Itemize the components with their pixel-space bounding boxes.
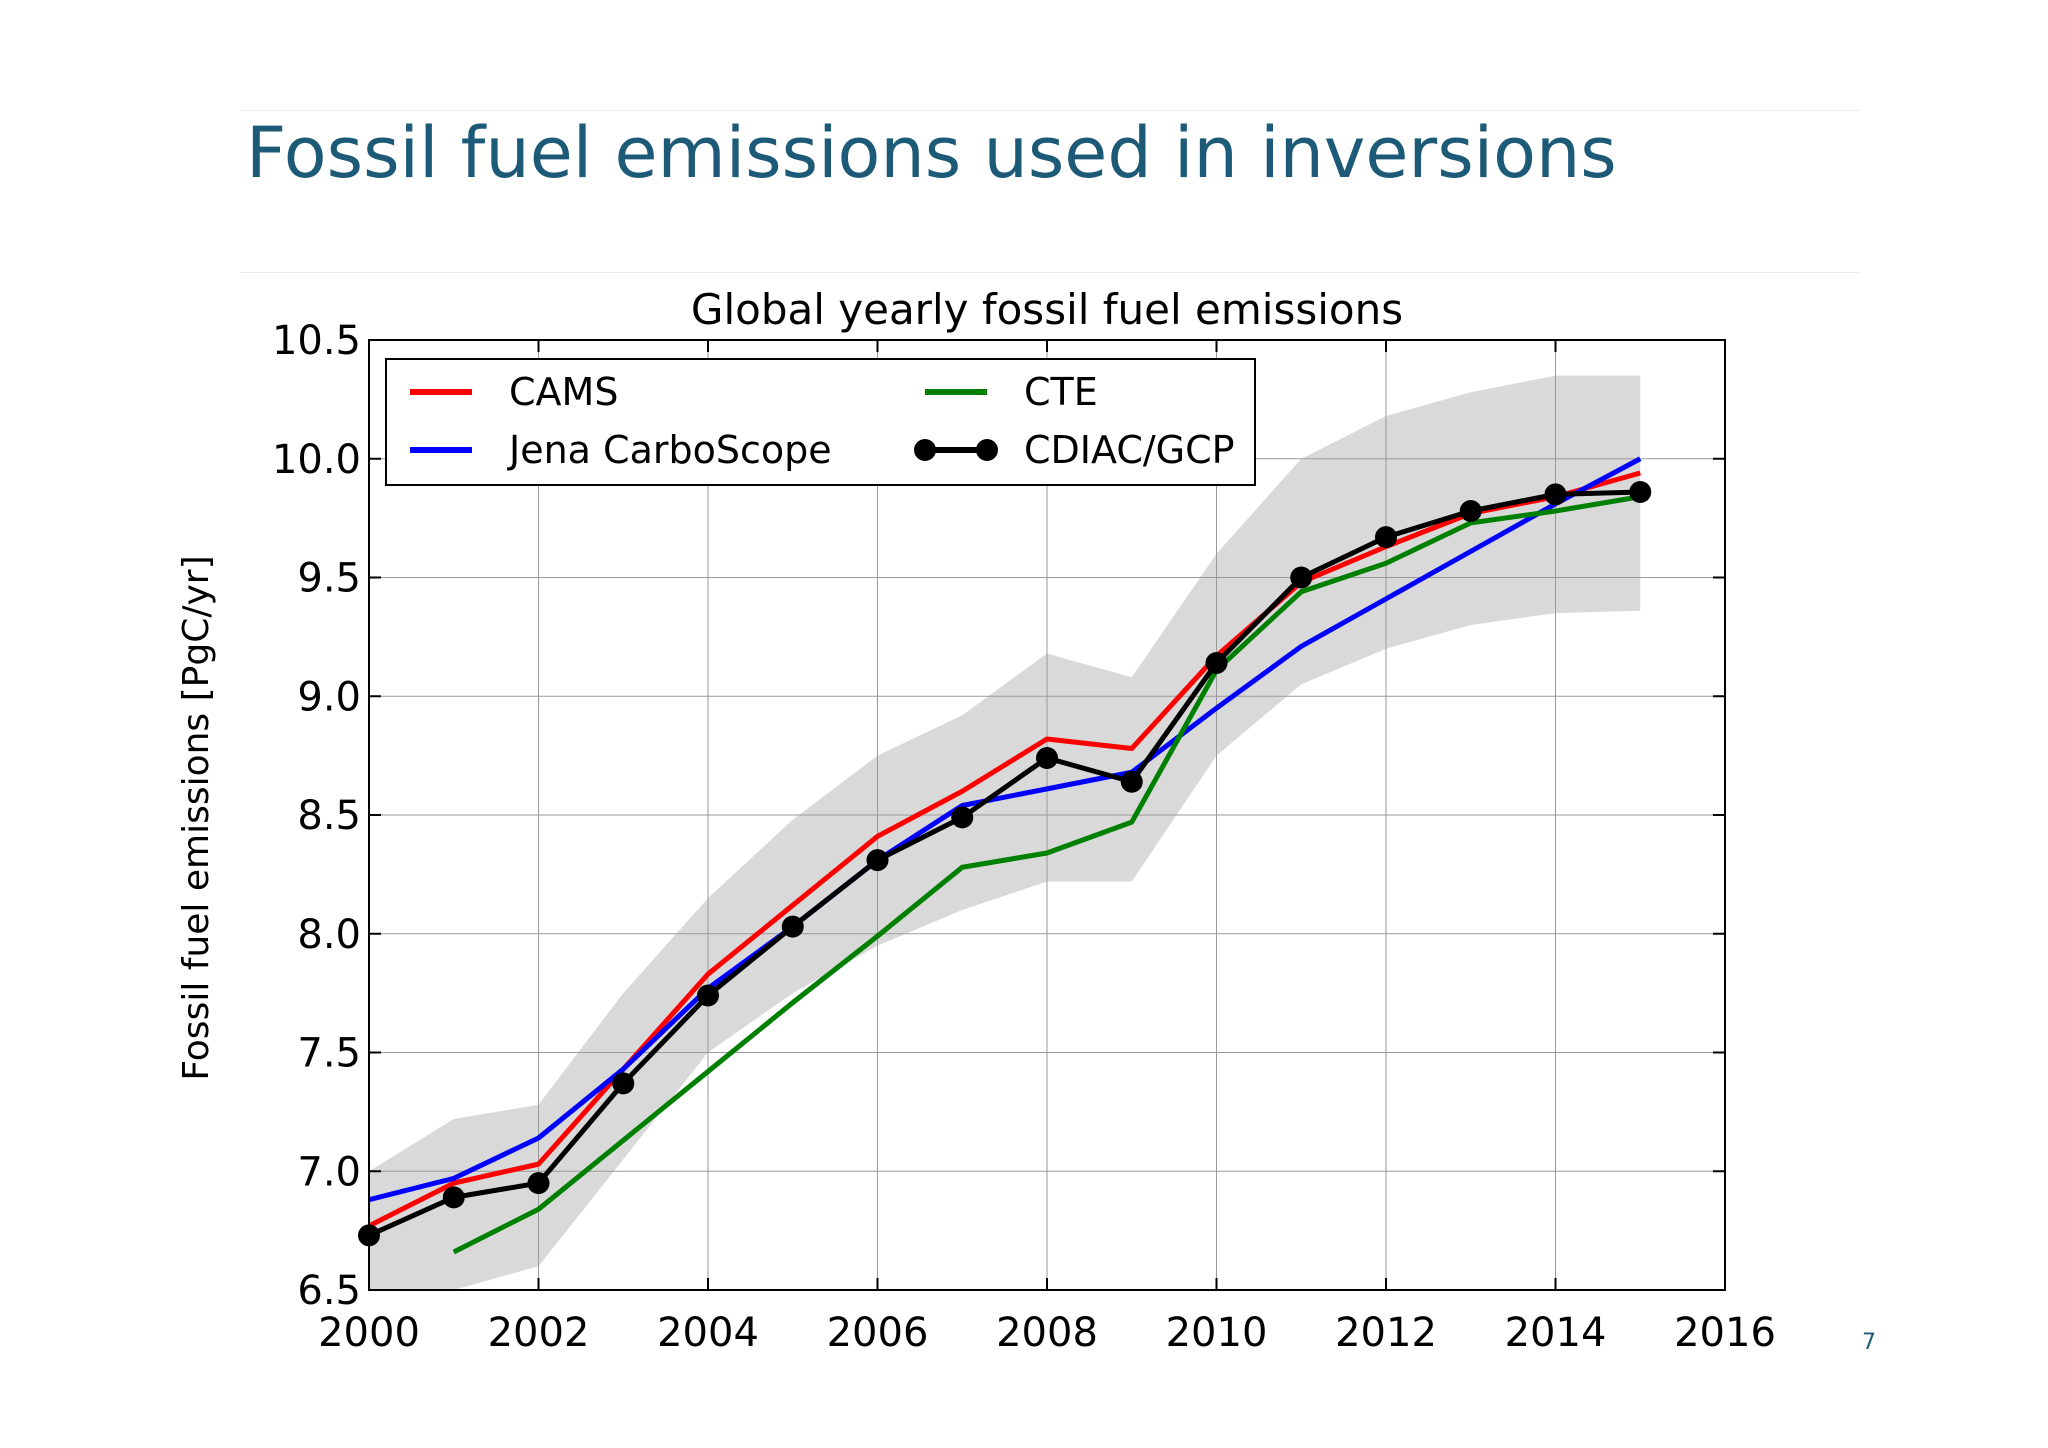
slide-title: Fossil fuel emissions used in inversions [246, 112, 1617, 194]
y-tick-label-2: 7.5 [297, 1031, 361, 1077]
legend-marker-cdiac-gcp-a [914, 439, 936, 461]
uncertainty-band-layer [369, 375, 1641, 1290]
x-tick-label-5: 2010 [1166, 1310, 1268, 1356]
y-tick-label-7: 10.0 [272, 437, 361, 483]
y-axis-label: Fossil fuel emissions [PgC/yr] [176, 555, 217, 1080]
data-point-2000 [358, 1224, 380, 1247]
legend-label-cams: CAMS [509, 370, 618, 414]
x-tick-label-4: 2008 [996, 1310, 1098, 1356]
data-point-2013 [1459, 500, 1482, 522]
data-point-2010 [1205, 652, 1228, 674]
y-tick-label-0: 6.5 [297, 1268, 361, 1314]
x-tick-label-2: 2004 [657, 1310, 759, 1356]
page-number: 7 [1862, 1330, 1876, 1355]
legend-box [385, 358, 1256, 486]
x-tick-label-6: 2012 [1335, 1310, 1437, 1356]
legend-label-cdiac-gcp: CDIAC/GCP [1024, 428, 1235, 472]
series-line-jena-carboscope [369, 456, 1642, 1203]
data-point-2011 [1290, 566, 1313, 589]
y-tick-label-5: 9.0 [297, 674, 361, 720]
data-point-2007 [951, 806, 974, 829]
data-point-2004 [697, 984, 719, 1007]
data-point-2003 [612, 1072, 635, 1095]
y-tick-label-6: 9.5 [297, 556, 361, 602]
legend-marker-cdiac-gcp-b [976, 439, 998, 461]
data-point-2012 [1375, 526, 1397, 549]
legend: CAMS Jena CarboScope CTE CDIAC/GCP [385, 358, 1256, 486]
y-tick-label-1: 7.0 [297, 1149, 361, 1195]
series-line-cams [369, 470, 1641, 1229]
title-bottom-rule [240, 272, 1860, 273]
title-top-rule [240, 110, 1860, 111]
tick-layer: 2000 2002 2004 2006 2008 2010 2012 2014 2016 6.5 7… [272, 318, 1776, 1356]
data-point-2015 [1629, 481, 1652, 503]
data-point-2014 [1544, 483, 1567, 506]
y-tick-label-4: 8.5 [297, 793, 361, 839]
x-tick-label-7: 2014 [1505, 1310, 1607, 1356]
data-point-2009 [1120, 770, 1143, 793]
series-markers [358, 481, 1652, 1247]
legend-label-jena-carboscope: Jena CarboScope [507, 428, 832, 472]
legend-label-cte: CTE [1024, 370, 1098, 414]
x-tick-label-8: 2016 [1674, 1310, 1776, 1356]
series-line-cte [452, 494, 1641, 1255]
y-tick-label-8: 10.5 [272, 318, 361, 364]
y-tick-label-3: 8.0 [297, 912, 361, 958]
chart-title: Global yearly fossil fuel emissions [691, 285, 1403, 334]
x-tick-label-0: 2000 [318, 1310, 420, 1356]
x-tick-label-3: 2006 [827, 1310, 929, 1356]
data-point-2008 [1036, 747, 1058, 769]
uncertainty-band [369, 375, 1641, 1290]
x-tick-label-1: 2002 [488, 1310, 590, 1356]
data-point-2001 [442, 1186, 465, 1209]
data-point-2002 [527, 1172, 550, 1195]
data-point-2006 [866, 849, 889, 872]
data-point-2005 [781, 915, 804, 938]
